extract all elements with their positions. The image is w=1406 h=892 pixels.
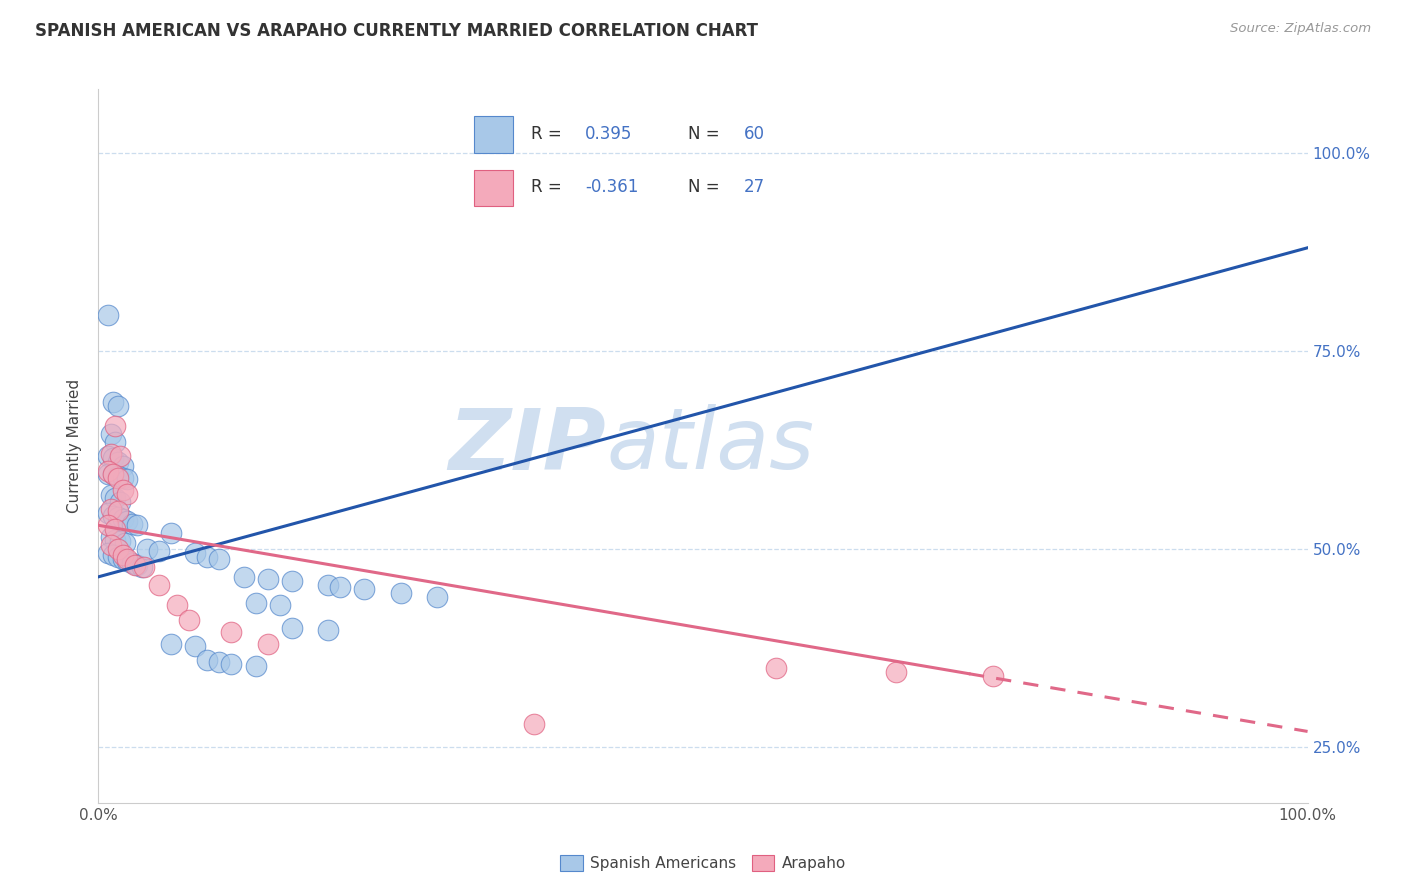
Point <box>111 483 134 497</box>
Point <box>281 574 304 588</box>
Point <box>111 549 134 563</box>
Point <box>100 488 122 502</box>
Point <box>166 598 188 612</box>
Point <box>127 518 149 533</box>
Point <box>108 494 131 508</box>
Point <box>100 447 122 461</box>
Point <box>256 572 278 586</box>
Point <box>256 637 278 651</box>
Point <box>981 669 1004 683</box>
Point <box>523 716 546 731</box>
Point <box>104 522 127 536</box>
Point <box>245 659 267 673</box>
Point <box>353 582 375 596</box>
Point <box>148 543 170 558</box>
Point <box>765 661 787 675</box>
Point <box>104 435 127 450</box>
Point <box>101 508 124 523</box>
Point <box>329 580 352 594</box>
Point <box>117 551 139 566</box>
Point <box>100 530 122 544</box>
Point <box>245 596 267 610</box>
Point <box>100 427 122 442</box>
Text: ZIP: ZIP <box>449 404 606 488</box>
Point <box>97 449 120 463</box>
Point <box>107 455 129 469</box>
Point <box>100 538 122 552</box>
Point <box>107 542 129 557</box>
Point <box>221 657 243 671</box>
Point <box>111 512 134 526</box>
Point <box>104 533 127 547</box>
Point <box>134 559 156 574</box>
Point <box>107 400 129 414</box>
Point <box>107 471 129 485</box>
Point <box>127 558 149 572</box>
Point <box>107 510 129 524</box>
Point <box>184 546 207 560</box>
Point <box>104 491 127 505</box>
Point <box>195 549 218 564</box>
Point <box>101 467 124 481</box>
Y-axis label: Currently Married: Currently Married <box>67 379 83 513</box>
Point <box>97 464 120 478</box>
Text: SPANISH AMERICAN VS ARAPAHO CURRENTLY MARRIED CORRELATION CHART: SPANISH AMERICAN VS ARAPAHO CURRENTLY MA… <box>35 22 758 40</box>
Point <box>232 570 254 584</box>
Point <box>886 665 908 679</box>
Point <box>101 549 124 563</box>
Point <box>111 458 134 473</box>
Point <box>195 653 218 667</box>
Point <box>117 486 139 500</box>
Point <box>121 557 143 571</box>
Point <box>179 614 201 628</box>
Point <box>316 623 339 637</box>
Point <box>117 554 139 568</box>
Point <box>111 551 134 566</box>
Point <box>221 625 243 640</box>
Point <box>101 467 124 481</box>
Point <box>111 471 134 485</box>
Point <box>389 585 412 599</box>
Point <box>117 514 139 528</box>
Point <box>97 308 120 322</box>
Point <box>107 469 129 483</box>
Point <box>160 526 183 541</box>
Point <box>208 551 231 566</box>
Point <box>316 578 339 592</box>
Point <box>108 534 131 549</box>
Point <box>101 450 124 465</box>
Point <box>101 395 124 409</box>
Point <box>97 507 120 521</box>
Point <box>97 518 120 533</box>
Legend: Spanish Americans, Arapaho: Spanish Americans, Arapaho <box>554 849 852 877</box>
Point <box>131 559 153 574</box>
Point <box>97 467 120 481</box>
Point <box>108 449 131 463</box>
Point <box>100 502 122 516</box>
Point <box>124 558 146 572</box>
Point <box>208 655 231 669</box>
Point <box>160 637 183 651</box>
Text: atlas: atlas <box>606 404 814 488</box>
Point <box>121 516 143 531</box>
Text: Source: ZipAtlas.com: Source: ZipAtlas.com <box>1230 22 1371 36</box>
Point <box>117 472 139 486</box>
Point <box>135 542 157 557</box>
Point <box>281 621 304 635</box>
Point <box>107 549 129 564</box>
Point <box>104 419 127 434</box>
Point <box>426 590 449 604</box>
Point <box>148 578 170 592</box>
Point <box>97 546 120 560</box>
Point <box>114 535 136 549</box>
Point <box>184 639 207 653</box>
Point <box>107 504 129 518</box>
Point <box>269 598 291 612</box>
